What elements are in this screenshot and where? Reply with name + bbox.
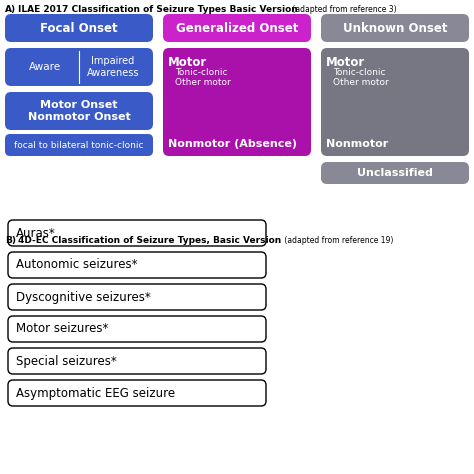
Text: Auras*: Auras* (16, 227, 56, 239)
Text: Other motor: Other motor (175, 78, 231, 87)
Text: Motor: Motor (326, 56, 365, 69)
Text: (adapted from reference 3): (adapted from reference 3) (290, 5, 397, 14)
FancyBboxPatch shape (8, 252, 266, 278)
Text: Nonmotor (Absence): Nonmotor (Absence) (168, 139, 297, 149)
FancyBboxPatch shape (8, 380, 266, 406)
Text: Tonic-clonic: Tonic-clonic (333, 68, 385, 77)
Text: focal to bilateral tonic-clonic: focal to bilateral tonic-clonic (14, 140, 144, 149)
FancyBboxPatch shape (8, 284, 266, 310)
FancyBboxPatch shape (321, 48, 469, 156)
Text: Autonomic seizures*: Autonomic seizures* (16, 258, 137, 272)
Text: Motor: Motor (168, 56, 207, 69)
FancyBboxPatch shape (5, 14, 153, 42)
Text: Tonic-clonic: Tonic-clonic (175, 68, 228, 77)
FancyBboxPatch shape (5, 48, 153, 86)
Text: (adapted from reference 19): (adapted from reference 19) (282, 236, 393, 245)
Text: Asymptomatic EEG seizure: Asymptomatic EEG seizure (16, 386, 175, 400)
Text: Unknown Onset: Unknown Onset (343, 21, 447, 35)
Text: Unclassified: Unclassified (357, 168, 433, 178)
Text: Motor Onset
Nonmotor Onset: Motor Onset Nonmotor Onset (27, 100, 130, 122)
Text: 4D-EC Classification of Seizure Types, Basic Version: 4D-EC Classification of Seizure Types, B… (18, 236, 281, 245)
Text: Dyscognitive seizures*: Dyscognitive seizures* (16, 291, 151, 303)
Text: Generalized Onset: Generalized Onset (176, 21, 298, 35)
Text: Other motor: Other motor (333, 78, 389, 87)
FancyBboxPatch shape (5, 134, 153, 156)
FancyBboxPatch shape (321, 14, 469, 42)
Text: Focal Onset: Focal Onset (40, 21, 118, 35)
FancyBboxPatch shape (8, 220, 266, 246)
Text: Impaired
Awareness: Impaired Awareness (87, 56, 139, 78)
Text: ILAE 2017 Classification of Seizure Types Basic Version: ILAE 2017 Classification of Seizure Type… (18, 5, 298, 14)
Text: Motor seizures*: Motor seizures* (16, 322, 109, 336)
Text: A): A) (5, 5, 16, 14)
Text: Special seizures*: Special seizures* (16, 355, 117, 367)
FancyBboxPatch shape (163, 48, 311, 156)
FancyBboxPatch shape (8, 348, 266, 374)
Text: B): B) (5, 236, 16, 245)
FancyBboxPatch shape (8, 316, 266, 342)
FancyBboxPatch shape (321, 162, 469, 184)
FancyBboxPatch shape (163, 14, 311, 42)
Text: Aware: Aware (29, 62, 61, 72)
FancyBboxPatch shape (5, 92, 153, 130)
Text: Nonmotor: Nonmotor (326, 139, 388, 149)
